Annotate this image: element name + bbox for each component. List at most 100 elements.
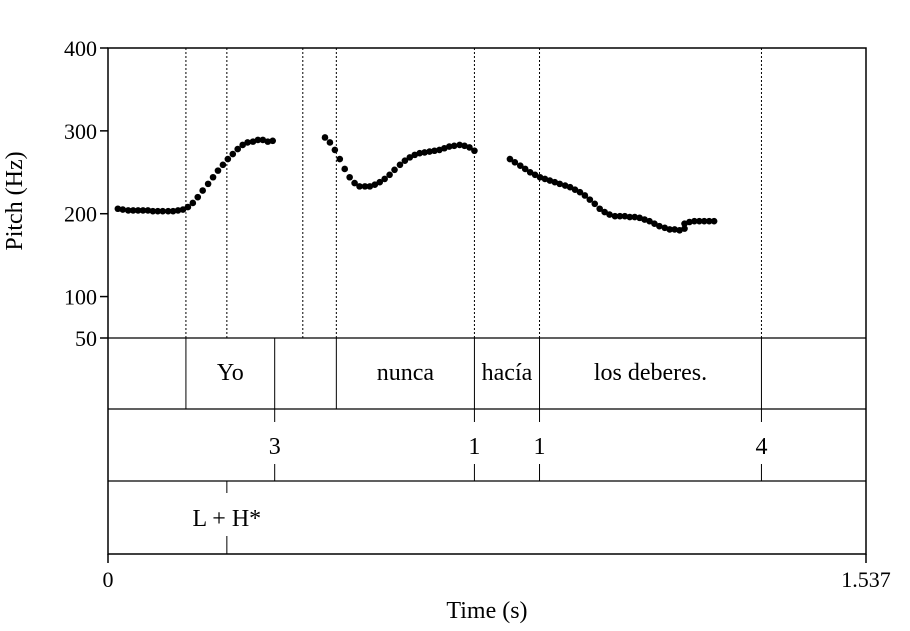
pitch-point — [416, 149, 423, 157]
pitch-point — [631, 213, 639, 221]
plot-border — [107, 47, 867, 555]
pitch-point — [361, 183, 369, 190]
pitch-point — [581, 192, 589, 199]
pitch-point — [671, 226, 678, 233]
pitch-point — [601, 208, 608, 216]
pitch-point — [531, 171, 539, 179]
pitch-point — [244, 139, 251, 146]
break-index-label: 1 — [534, 434, 546, 460]
pitch-point — [586, 196, 594, 203]
pitch-point — [686, 218, 693, 226]
pitch-point — [174, 207, 182, 214]
pitch-point — [511, 159, 519, 166]
pitch-point — [396, 161, 404, 169]
break-index-label: 1 — [468, 434, 480, 460]
x-axis-title: Time (s) — [446, 598, 527, 624]
pitch-point — [326, 139, 334, 146]
pitch-point — [696, 217, 703, 225]
pitch-point — [189, 199, 197, 207]
pitch-point — [471, 147, 478, 155]
pitch-point — [194, 193, 202, 201]
pitch-point — [691, 217, 698, 225]
y-tick-label: 100 — [64, 285, 97, 310]
pitch-point — [331, 146, 339, 154]
pitch-point — [705, 217, 713, 225]
pitch-point — [571, 186, 579, 193]
word-label: nunca — [377, 360, 435, 386]
pitch-point — [376, 178, 384, 186]
y-tick-label: 400 — [64, 36, 97, 61]
pitch-point — [209, 173, 217, 181]
pitch-point — [646, 217, 653, 225]
pitch-point — [431, 147, 438, 155]
pitch-point — [269, 137, 277, 145]
pitch-point — [336, 155, 344, 163]
pitch-point — [606, 211, 613, 218]
y-axis-title: Pitch (Hz) — [2, 151, 28, 250]
pitch-point — [371, 181, 379, 189]
pitch-point — [346, 173, 353, 181]
pitch-point — [450, 142, 458, 150]
pitch-point — [159, 207, 167, 215]
pitch-point — [651, 220, 658, 227]
pitch-point — [124, 207, 132, 214]
y-tick-label: 300 — [64, 119, 97, 144]
labels: Time (s) Pitch (Hz) 400 300 200 100 50 0 1.537… — [2, 36, 891, 624]
pitch-point — [169, 207, 177, 215]
pitch-point — [204, 180, 212, 188]
pitch-point — [164, 207, 172, 215]
pitch-point — [445, 143, 453, 150]
pitch-point — [621, 212, 629, 220]
pitch-point — [526, 168, 534, 176]
pitch-point — [656, 222, 663, 230]
x-tick-label: 0 — [103, 567, 114, 592]
break-index-label: 4 — [755, 434, 767, 460]
pitch-point — [516, 162, 524, 169]
pitch-point — [144, 207, 152, 214]
pitch-point — [456, 141, 463, 149]
word-label: los deberes. — [594, 360, 707, 386]
pitch-point — [386, 171, 393, 179]
pitch-point — [341, 165, 349, 173]
pitch-point — [591, 200, 599, 208]
pitch-point — [596, 205, 603, 213]
pitch-point — [356, 183, 363, 190]
pitch-point — [616, 212, 624, 220]
pitch-point — [119, 206, 127, 213]
pitch-point — [406, 154, 414, 161]
pitch-point — [134, 207, 142, 214]
pitch-point — [391, 166, 398, 174]
word-label: hacía — [482, 360, 533, 386]
pitch-point — [129, 207, 137, 214]
pitch-point — [421, 149, 428, 156]
pitch-point — [239, 141, 246, 149]
pitch-point — [229, 150, 237, 158]
pitch-point — [214, 167, 222, 174]
pitch-point — [264, 138, 272, 145]
pitch-point — [234, 145, 242, 153]
pitch-point — [179, 206, 187, 213]
pitch-point — [426, 148, 433, 155]
break-index-label: 3 — [269, 434, 281, 460]
pitch-point — [611, 212, 619, 220]
tier-lines — [185, 338, 762, 554]
tone-label: L + H* — [193, 506, 262, 532]
pitch-point — [681, 225, 688, 232]
pitch-point — [700, 217, 708, 225]
pitch-point — [401, 157, 409, 164]
y-tick-label: 50 — [75, 326, 97, 351]
pitch-point — [139, 207, 147, 214]
pitch-point — [219, 161, 227, 169]
y-tick-label: 200 — [64, 202, 97, 227]
pitch-point — [199, 187, 206, 194]
pitch-track — [114, 134, 718, 234]
pitch-point — [381, 175, 388, 183]
pitch-point — [224, 155, 232, 163]
pitch-point — [506, 155, 514, 163]
pitch-point — [556, 180, 564, 188]
pitch-point — [114, 205, 122, 213]
pitch-point — [710, 217, 718, 225]
pitch-point — [466, 144, 473, 151]
plot-frame — [100, 47, 867, 563]
